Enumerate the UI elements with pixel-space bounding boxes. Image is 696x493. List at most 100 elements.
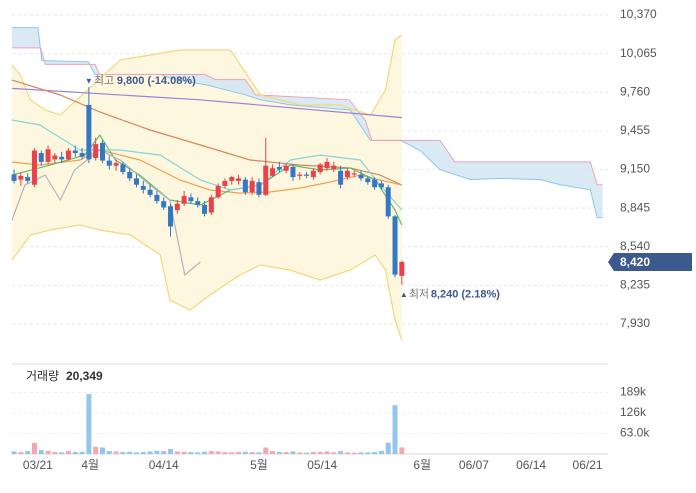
volume-bar bbox=[31, 442, 37, 454]
volume-bar bbox=[283, 452, 289, 454]
candle-body bbox=[86, 104, 92, 160]
candle-body bbox=[331, 165, 337, 170]
volume-bar bbox=[263, 447, 269, 454]
volume-bar bbox=[236, 452, 242, 454]
volume-bar bbox=[154, 450, 160, 454]
volume-bar bbox=[127, 451, 133, 454]
candle-body bbox=[290, 166, 296, 178]
volume-bar bbox=[202, 451, 208, 454]
candle-body bbox=[147, 189, 153, 195]
low-marker-symbol: ▲ bbox=[400, 290, 408, 299]
indicator-line bbox=[11, 149, 402, 194]
volume-bar bbox=[174, 451, 180, 454]
candle-body bbox=[222, 180, 228, 186]
candle-body bbox=[25, 177, 31, 181]
candle-body bbox=[392, 216, 398, 275]
volume-bar bbox=[188, 452, 194, 454]
candle-body bbox=[256, 182, 262, 195]
volume-bar bbox=[25, 451, 31, 454]
volume-bar bbox=[297, 452, 303, 454]
volume-title: 거래량 bbox=[26, 369, 59, 383]
candle-body bbox=[304, 174, 310, 176]
indicator-line bbox=[11, 149, 201, 277]
volume-bar bbox=[310, 452, 316, 454]
volume-bar bbox=[133, 452, 139, 454]
volume-bar bbox=[338, 451, 344, 454]
candle-body bbox=[215, 185, 221, 198]
volume-bar bbox=[242, 451, 248, 454]
candle-body bbox=[31, 150, 37, 185]
current-price-label: 8,420 bbox=[620, 255, 650, 269]
volume-bar bbox=[106, 451, 112, 454]
cloud-span-a bbox=[12, 27, 603, 219]
indicator-line bbox=[11, 87, 402, 119]
candle-body bbox=[59, 156, 65, 160]
volume-bar bbox=[344, 452, 350, 454]
volume-bar bbox=[222, 452, 228, 454]
volume-bar bbox=[86, 394, 92, 454]
bollinger-fill bbox=[12, 35, 402, 340]
y-tick-label: 7,930 bbox=[620, 316, 650, 330]
candle-body bbox=[65, 150, 71, 160]
volume-bar bbox=[304, 452, 310, 454]
candle-body bbox=[161, 201, 167, 208]
volume-bar bbox=[11, 451, 17, 454]
volume-bar bbox=[372, 452, 378, 454]
candle-body bbox=[11, 174, 17, 181]
volume-bar bbox=[358, 452, 364, 454]
x-tick-label: 03/21 bbox=[23, 458, 53, 472]
volume-bar bbox=[351, 452, 357, 454]
y-tick-label: 9,455 bbox=[620, 123, 650, 137]
volume-bar bbox=[93, 446, 99, 454]
candle-body bbox=[310, 170, 316, 178]
y-tick-label: 8,235 bbox=[620, 278, 650, 292]
high-marker-text: 최고 bbox=[94, 74, 114, 87]
volume-bar bbox=[147, 451, 153, 454]
volume-bar bbox=[140, 452, 146, 454]
volume-bar bbox=[45, 450, 51, 454]
candle-body bbox=[317, 164, 323, 173]
candle-body bbox=[154, 194, 160, 202]
volume-bar bbox=[161, 451, 167, 454]
volume-bar bbox=[181, 451, 187, 454]
candle-body bbox=[351, 173, 357, 175]
x-tick-label: 06/07 bbox=[459, 458, 489, 472]
volume-bar bbox=[18, 452, 24, 454]
volume-tick-label: 189k bbox=[620, 385, 647, 399]
volume-bar bbox=[65, 451, 71, 454]
candle-body bbox=[168, 206, 174, 227]
volume-bar bbox=[256, 452, 262, 454]
candle-body bbox=[297, 174, 303, 176]
volume-bar bbox=[324, 451, 330, 454]
volume-bar bbox=[392, 405, 398, 454]
volume-bar bbox=[399, 447, 405, 454]
x-tick-label: 5월 bbox=[250, 458, 268, 472]
x-tick-label: 6월 bbox=[413, 458, 431, 472]
candle-body bbox=[18, 175, 24, 180]
volume-bar bbox=[317, 451, 323, 454]
volume-bar bbox=[59, 452, 65, 454]
x-tick-label: 05/14 bbox=[307, 458, 337, 472]
x-tick-label: 06/21 bbox=[573, 458, 603, 472]
candle-body bbox=[358, 174, 364, 179]
candle-body bbox=[195, 201, 201, 205]
candle-body bbox=[378, 183, 384, 188]
y-tick-label: 8,845 bbox=[620, 200, 650, 214]
volume-bar bbox=[38, 450, 44, 454]
x-tick-label: 06/14 bbox=[516, 458, 546, 472]
candle-body bbox=[263, 165, 269, 195]
volume-bar bbox=[208, 451, 214, 454]
high-marker-symbol: ▼ bbox=[85, 76, 93, 85]
candle-body bbox=[324, 161, 330, 169]
low-marker-label: 8,240 (2.18%) bbox=[431, 289, 500, 301]
volume-bar bbox=[290, 451, 296, 454]
candle-body bbox=[181, 196, 187, 204]
bollinger-lower bbox=[11, 224, 403, 341]
candle-body bbox=[140, 185, 146, 190]
candle-body bbox=[372, 179, 378, 188]
volume-bar bbox=[270, 451, 276, 454]
volume-bar bbox=[249, 452, 255, 454]
volume-bar bbox=[99, 447, 105, 454]
y-tick-label: 10,065 bbox=[620, 46, 657, 60]
indicator-line bbox=[11, 119, 403, 211]
